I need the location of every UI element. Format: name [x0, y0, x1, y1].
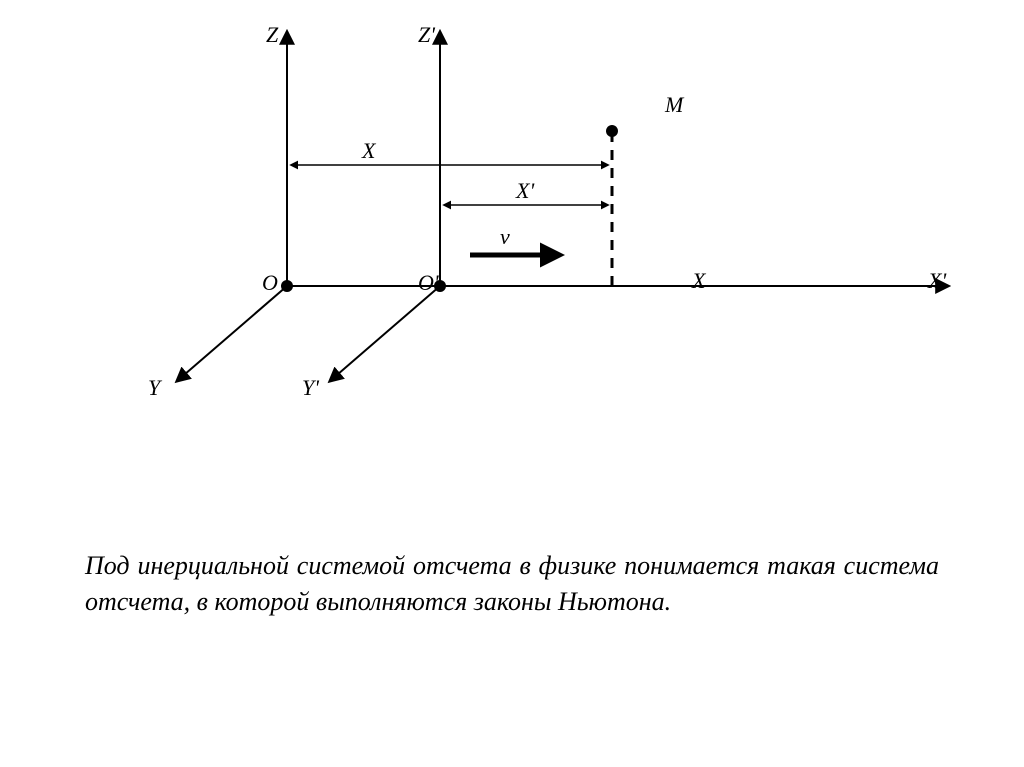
label-X-prime-axis: X' [928, 268, 946, 294]
label-M: M [665, 92, 683, 118]
label-Y-prime: Y' [302, 375, 319, 401]
label-O: O [262, 270, 278, 296]
label-X-measure: X [362, 138, 375, 164]
label-Z: Z [266, 22, 278, 48]
label-v: v [500, 224, 510, 250]
point-M-dot [606, 125, 618, 137]
label-Z-prime: Z' [418, 22, 435, 48]
origin-O-dot [281, 280, 293, 292]
label-X-prime-measure: X' [516, 178, 534, 204]
diagram-canvas: Z Z' O O' Y Y' X X' M X X' v Под инерциа… [0, 0, 1024, 767]
label-Y: Y [148, 375, 160, 401]
label-O-prime: O' [418, 270, 439, 296]
y-axis [177, 286, 287, 381]
label-X-axis: X [692, 268, 705, 294]
caption-text: Под инерциальной системой отсчета в физи… [85, 548, 939, 621]
y-prime-axis [330, 286, 440, 381]
